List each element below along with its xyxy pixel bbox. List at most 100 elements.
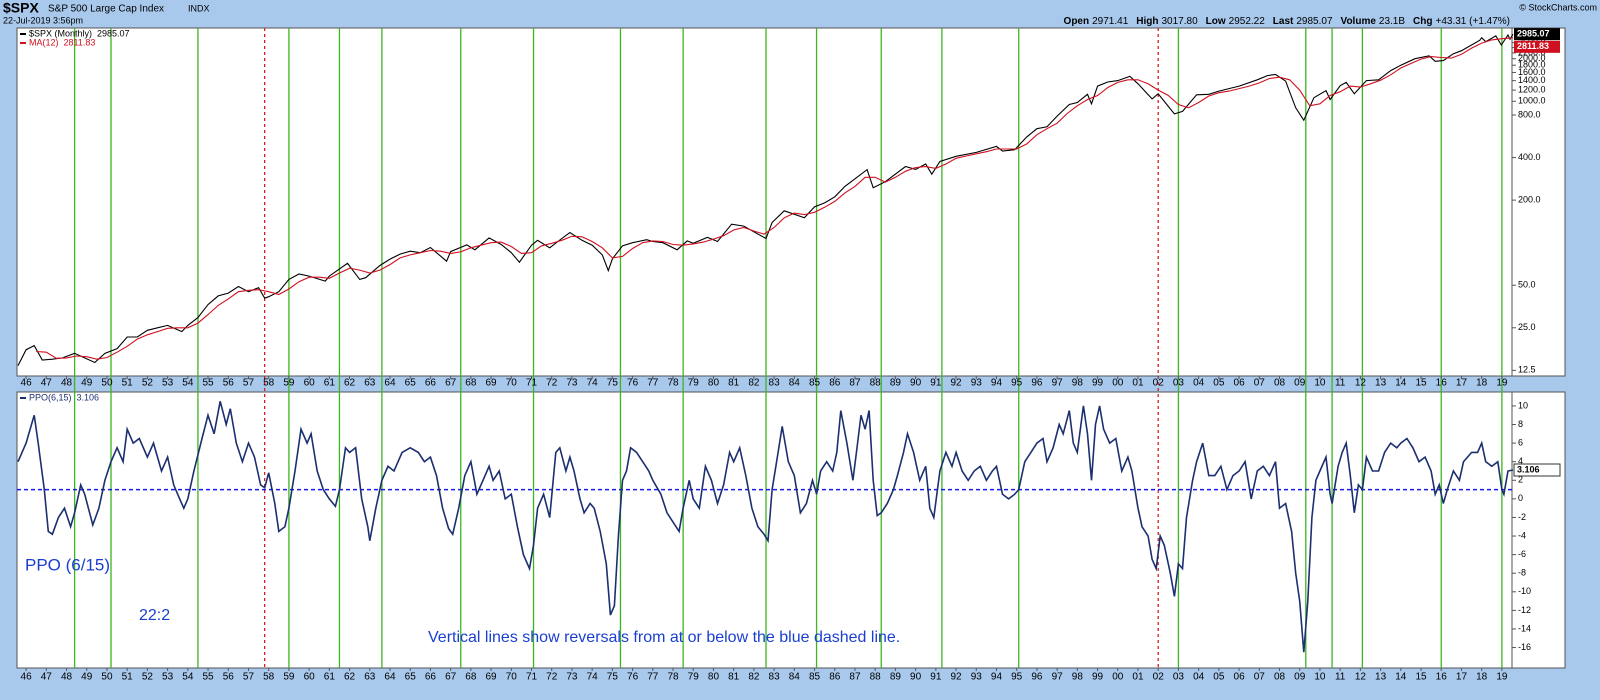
x-tick-label: 80 [708,672,720,683]
y-tick-label: 800.0 [1518,109,1541,119]
quote-value: 23.1B [1379,16,1405,27]
x-tick-label: 10 [1314,378,1326,389]
x-tick-label: 48 [61,378,73,389]
x-tick-label: 56 [223,378,235,389]
x-tick-label: 85 [809,672,821,683]
x-tick-label: 62 [344,378,356,389]
x-tick-label: 06 [1234,378,1246,389]
x-tick-label: 89 [890,672,902,683]
x-tick-label: 03 [1173,378,1185,389]
x-tick-label: 49 [81,672,93,683]
y-tick-label: 2 [1518,475,1523,485]
x-tick-label: 02 [1153,672,1165,683]
x-tick-label: 63 [364,672,376,683]
quote-label: Chg [1413,16,1432,27]
x-tick-label: 52 [142,378,154,389]
x-tick-label: 73 [566,378,578,389]
x-tick-label: 76 [627,672,639,683]
x-tick-label: 78 [667,672,679,683]
x-tick-label: 46 [21,378,33,389]
x-tick-label: 51 [122,672,134,683]
x-tick-label: 97 [1052,672,1064,683]
x-tick-label: 16 [1436,378,1448,389]
x-tick-label: 69 [486,672,498,683]
quote-value: +43.31 (+1.47%) [1436,16,1511,27]
quote-label: Low [1206,16,1226,27]
x-tick-label: 59 [283,378,295,389]
x-tick-label: 66 [425,378,437,389]
x-tick-label: 15 [1415,672,1427,683]
x-tick-label: 70 [506,672,518,683]
x-tick-label: 92 [950,672,962,683]
quote: Open 2971.41 High 3017.80 Low 2952.22 Last 2985… [1064,16,1510,27]
x-tick-label: 60 [304,672,316,683]
series-line [36,37,1514,360]
y-tick-label: 1400.0 [1518,75,1546,85]
x-tick-label: 73 [566,672,578,683]
y-tick-label: 50.0 [1518,280,1536,290]
x-tick-label: 81 [728,672,740,683]
y-tick-label: 25.0 [1518,322,1536,332]
y-tick-label: 12.5 [1518,365,1536,375]
y-tick-label: 6 [1518,437,1523,447]
quote-label: High [1136,16,1158,27]
x-tick-label: 07 [1254,672,1266,683]
x-tick-label: 87 [849,378,861,389]
y-tick-label: 1800.0 [1518,60,1546,70]
x-tick-label: 03 [1173,672,1185,683]
quote-value: 2985.07 [1296,16,1333,27]
x-tick-label: 59 [283,672,295,683]
x-tick-label: 93 [971,378,983,389]
x-tick-label: 91 [930,672,942,683]
x-tick-label: 11 [1335,378,1346,389]
ppo-panel [16,391,1566,669]
x-tick-label: 96 [1031,672,1043,683]
legend-name: PPO(6,15) [29,392,72,402]
x-tick-label: 15 [1415,378,1427,389]
x-tick-label: 02 [1153,378,1165,389]
x-tick-label: 91 [930,378,942,389]
legend-value: 3.106 [77,392,100,402]
x-tick-label: 88 [870,672,882,683]
series-line [17,401,1514,653]
x-tick-label: 67 [445,672,457,683]
x-tick-label: 98 [1072,378,1084,389]
x-tick-label: 68 [465,378,477,389]
x-tick-label: 83 [769,378,781,389]
x-tick-label: 56 [223,672,235,683]
x-tick-label: 68 [465,672,477,683]
x-tick-label: 49 [81,378,93,389]
last-value-box [1513,463,1561,477]
x-tick-label: 85 [809,378,821,389]
last-value-box [1514,28,1560,41]
x-tick-label: 05 [1213,672,1225,683]
legend-value: 2985.07 [97,28,130,38]
x-tick-label: 17 [1456,378,1468,389]
x-tick-label: 92 [950,378,962,389]
legend-name: $SPX (Monthly) [29,28,92,38]
quote-value: 2952.22 [1229,16,1266,27]
x-tick-label: 88 [870,378,882,389]
last-value-box [1514,40,1560,53]
x-tick-label: 09 [1294,672,1306,683]
x-tick-label: 01 [1132,378,1144,389]
x-tick-label: 75 [607,672,619,683]
x-tick-label: 55 [202,672,214,683]
x-tick-label: 65 [405,672,417,683]
y-tick-label: -4 [1518,530,1526,540]
x-tick-label: 46 [21,672,33,683]
y-tick-label: -12 [1518,605,1531,615]
y-tick-label: 0 [1518,493,1523,503]
chart-date: 22-Jul-2019 3:56pm [3,15,83,25]
quote-value: 2971.41 [1092,16,1129,27]
x-tick-label: 54 [182,672,194,683]
legend-name: MA(12) [29,37,59,47]
x-tick-label: 75 [607,378,619,389]
y-tick-label: 200.0 [1518,194,1541,204]
x-tick-label: 13 [1375,378,1387,389]
x-tick-label: 82 [748,378,760,389]
x-tick-label: 71 [526,378,538,389]
x-tick-label: 18 [1476,378,1488,389]
x-tick-label: 66 [425,672,437,683]
